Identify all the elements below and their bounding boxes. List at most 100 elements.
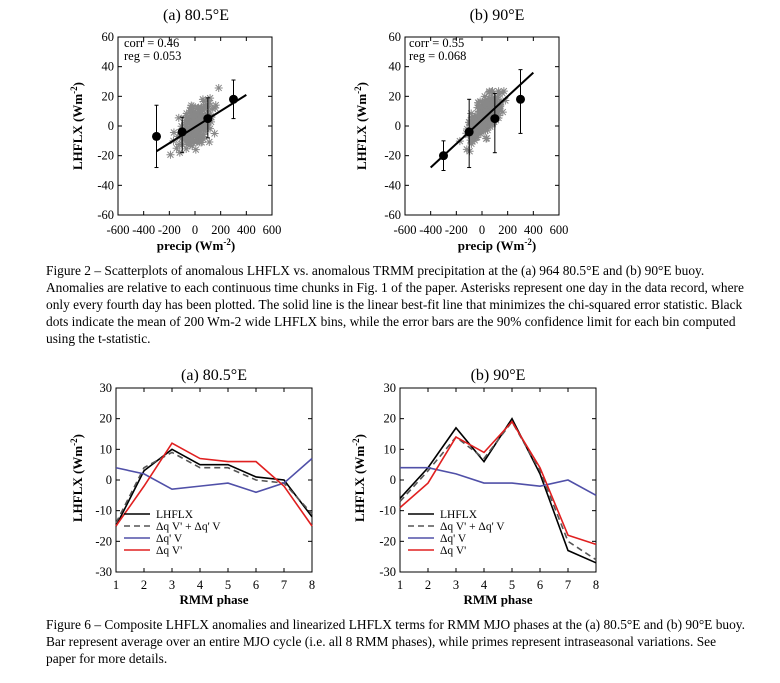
y-tick-label: 30 [100,381,113,395]
x-tick-label: 5 [225,578,231,592]
y-tick-label: 20 [102,89,115,103]
x-tick-label: 200 [211,223,230,237]
panel-title: (b) 90°E [471,367,526,384]
line-panel-a: (a) 80.5°E LHFLX (Wm-2) RMM phase 1 2 3 4 5 6… [69,367,315,607]
scatter-point [462,145,471,154]
scatter-point [474,110,483,119]
x-tick-label: 6 [253,578,259,592]
scatter-point [189,137,198,146]
scatter-point [488,110,497,119]
scatter-point [498,108,507,117]
y-axis-label: LHFLX (Wm-2) [69,82,85,170]
scatter-point [483,126,492,135]
scatter-points [166,83,223,159]
scatter-point [186,107,195,116]
x-tick-label: 5 [509,578,515,592]
scatter-point [174,113,183,122]
y-tick-label: -10 [95,504,112,518]
scatter-point [479,121,488,130]
legend-label: Δq' V [156,533,183,545]
scatter-point [182,144,191,153]
scatter-point [488,120,497,129]
scatter-point [196,115,205,124]
bin-mean-dot [229,94,238,104]
x-tick-label: 8 [593,578,599,592]
corr-annotation: corr = 0.55 [409,36,464,50]
scatter-point [198,95,207,104]
scatter-point [477,122,486,131]
y-tick-label: 40 [389,60,402,74]
scatter-point [484,96,493,105]
y-tick-label: 40 [102,60,115,74]
y-axis-label: LHFLX (Wm-2) [69,434,85,522]
scatter-point [205,99,214,108]
x-tick-label: -600 [394,223,417,237]
y-tick-label: -30 [95,565,112,579]
x-tick-label: 600 [550,223,569,237]
series-line [115,451,313,524]
scatter-point [482,105,491,114]
scatter-point [466,118,475,127]
scatter-point [472,115,481,124]
y-tick-label: 0 [108,119,114,133]
y-tick-label: 20 [100,412,113,426]
scatter-point [473,118,482,127]
x-tick-label: 1 [113,578,119,592]
scatter-point [166,150,175,159]
scatter-point [173,132,182,141]
x-tick-label: 600 [263,223,282,237]
scatter-panel-b: (b) 90°E LHFLX (Wm-2) precip (Wm-2) corr… [353,7,568,253]
scatter-point [200,127,209,136]
scatter-point [467,109,476,118]
scatter-point [202,121,211,130]
y-tick-label: -20 [384,149,401,163]
series-line [115,448,313,527]
scatter-point [210,129,219,138]
y-axis-label: LHFLX (Wm-2) [353,82,369,170]
scatter-point [169,128,178,137]
x-tick-label: 2 [141,578,147,592]
scatter-point [482,134,491,143]
scatter-point [199,119,208,128]
scatter-point [481,100,490,109]
bin-mean-dot [490,114,500,124]
x-tick-label: 8 [309,578,315,592]
x-tick-label: 7 [565,578,571,592]
scatter-point [484,106,493,115]
scatter-point [486,103,495,112]
series-line [115,442,313,527]
scatter-point [191,126,200,135]
scatter-point [195,132,204,141]
x-axis-label: RMM phase [464,592,533,607]
legend-label: LHFLX [440,509,478,521]
legend-label: Δq V' + Δq' V [156,521,221,533]
x-tick-label: 1 [397,578,403,592]
scatter-point [177,122,186,131]
scatter-point [467,114,476,123]
y-tick-label: -60 [97,208,114,222]
y-tick-label: -30 [379,565,396,579]
reg-annotation: reg = 0.068 [409,49,466,63]
x-tick-label: -200 [445,223,468,237]
scatter-point [478,106,487,115]
scatter-points [455,87,510,156]
scatter-point [214,83,223,92]
y-tick-label: 20 [389,89,402,103]
scatter-point [494,103,503,112]
y-tick-label: 60 [389,30,402,44]
scatter-point [181,133,190,142]
corr-annotation: corr = 0.46 [124,36,179,50]
x-axis-label: precip (Wm-2) [458,237,536,253]
scatter-point [474,123,483,132]
scatter-point [188,141,197,150]
y-tick-label: 0 [395,119,401,133]
series-line [115,457,313,494]
x-axis-label: RMM phase [180,592,249,607]
y-tick-label: 0 [106,473,112,487]
scatter-point [182,113,191,122]
scatter-point [483,99,492,108]
y-tick-label: 0 [390,473,396,487]
scatter-point [499,87,508,96]
legend-label: Δq V' [440,545,466,557]
